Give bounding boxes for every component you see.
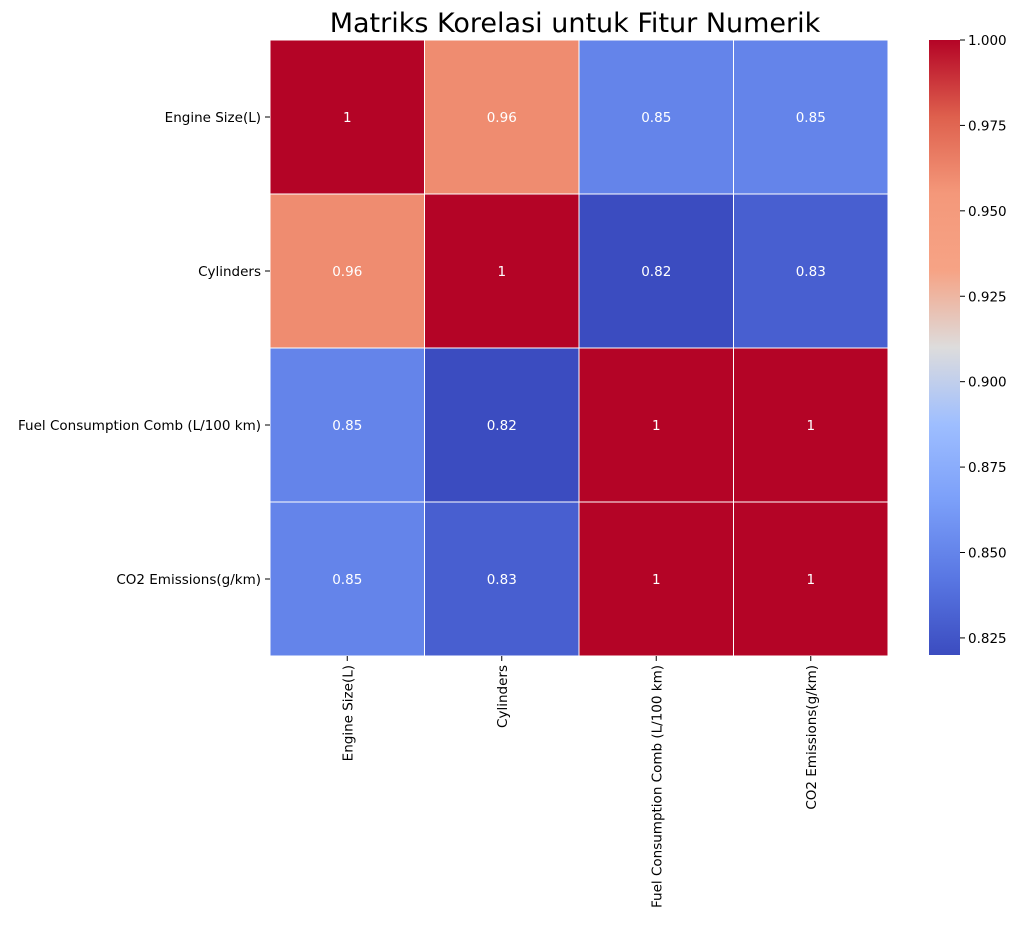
- colorbar-gradient: [929, 40, 960, 655]
- colorbar-tick-label: 0.900: [968, 375, 1007, 391]
- row-label: CO2 Emissions(g/km): [116, 572, 261, 588]
- heatmap-cell: [269, 39, 425, 195]
- heatmap-cell: [578, 501, 734, 657]
- col-label: Fuel Consumption Comb (L/100 km): [649, 665, 665, 908]
- cell-annotation: 1: [806, 572, 815, 588]
- colorbar-tick-label: 1.000: [968, 33, 1007, 49]
- cell-annotation: 1: [806, 418, 815, 434]
- heatmap-cell: [269, 193, 425, 349]
- cell-annotation: 0.85: [641, 110, 671, 126]
- row-label: Fuel Consumption Comb (L/100 km): [18, 418, 261, 434]
- col-labels: Engine Size(L) Cylinders Fuel Consumption …: [340, 656, 820, 908]
- cell-annotation: 0.96: [332, 264, 362, 280]
- cell-annotation: 0.96: [487, 110, 517, 126]
- row-label: Cylinders: [198, 264, 261, 280]
- heatmap-cell: [424, 39, 580, 195]
- cell-annotation: 0.85: [332, 418, 362, 434]
- cell-annotation: 0.85: [796, 110, 826, 126]
- cell-annotation: 1: [343, 110, 352, 126]
- heatmap-cells: 1 0.96 0.85 0.85 0.96 1 0.82 0.83 0.85 0.82 1 1 0.85…: [269, 39, 889, 657]
- col-label: Engine Size(L): [340, 665, 356, 761]
- colorbar-tick-label: 0.975: [968, 118, 1007, 134]
- colorbar-tick-label: 0.825: [968, 631, 1007, 647]
- cell-annotation: 0.85: [332, 572, 362, 588]
- heatmap-cell: [733, 39, 889, 195]
- heatmap-cell: [424, 193, 580, 349]
- colorbar-tick-label: 0.850: [968, 546, 1007, 562]
- colorbar-tick-label: 0.875: [968, 460, 1007, 476]
- cell-annotation: 1: [652, 572, 661, 588]
- colorbar-tick-label: 0.950: [968, 204, 1007, 220]
- col-label: CO2 Emissions(g/km): [804, 665, 820, 810]
- chart-title: Matriks Korelasi untuk Fitur Numerik: [330, 8, 821, 39]
- cell-annotation: 0.82: [641, 264, 671, 280]
- heatmap-cell: [733, 501, 889, 657]
- row-labels: Engine Size(L) Cylinders Fuel Consumption …: [18, 110, 270, 588]
- cell-annotation: 0.83: [487, 572, 517, 588]
- heatmap-cell: [578, 39, 734, 195]
- colorbar: 0.825 0.850 0.875 0.900 0.925 0.950 0.975 1.000: [929, 33, 1007, 655]
- row-label: Engine Size(L): [165, 110, 261, 126]
- cell-annotation: 1: [652, 418, 661, 434]
- cell-annotation: 0.83: [796, 264, 826, 280]
- heatmap-cell: [578, 193, 734, 349]
- cell-annotation: 1: [497, 264, 506, 280]
- heatmap-cell: [269, 501, 425, 657]
- heatmap-cell: [424, 347, 580, 503]
- cell-annotation: 0.82: [487, 418, 517, 434]
- col-label: Cylinders: [495, 665, 511, 728]
- heatmap-cell: [733, 193, 889, 349]
- heatmap-cell: [733, 347, 889, 503]
- heatmap-cell: [424, 501, 580, 657]
- colorbar-tick-label: 0.925: [968, 289, 1007, 305]
